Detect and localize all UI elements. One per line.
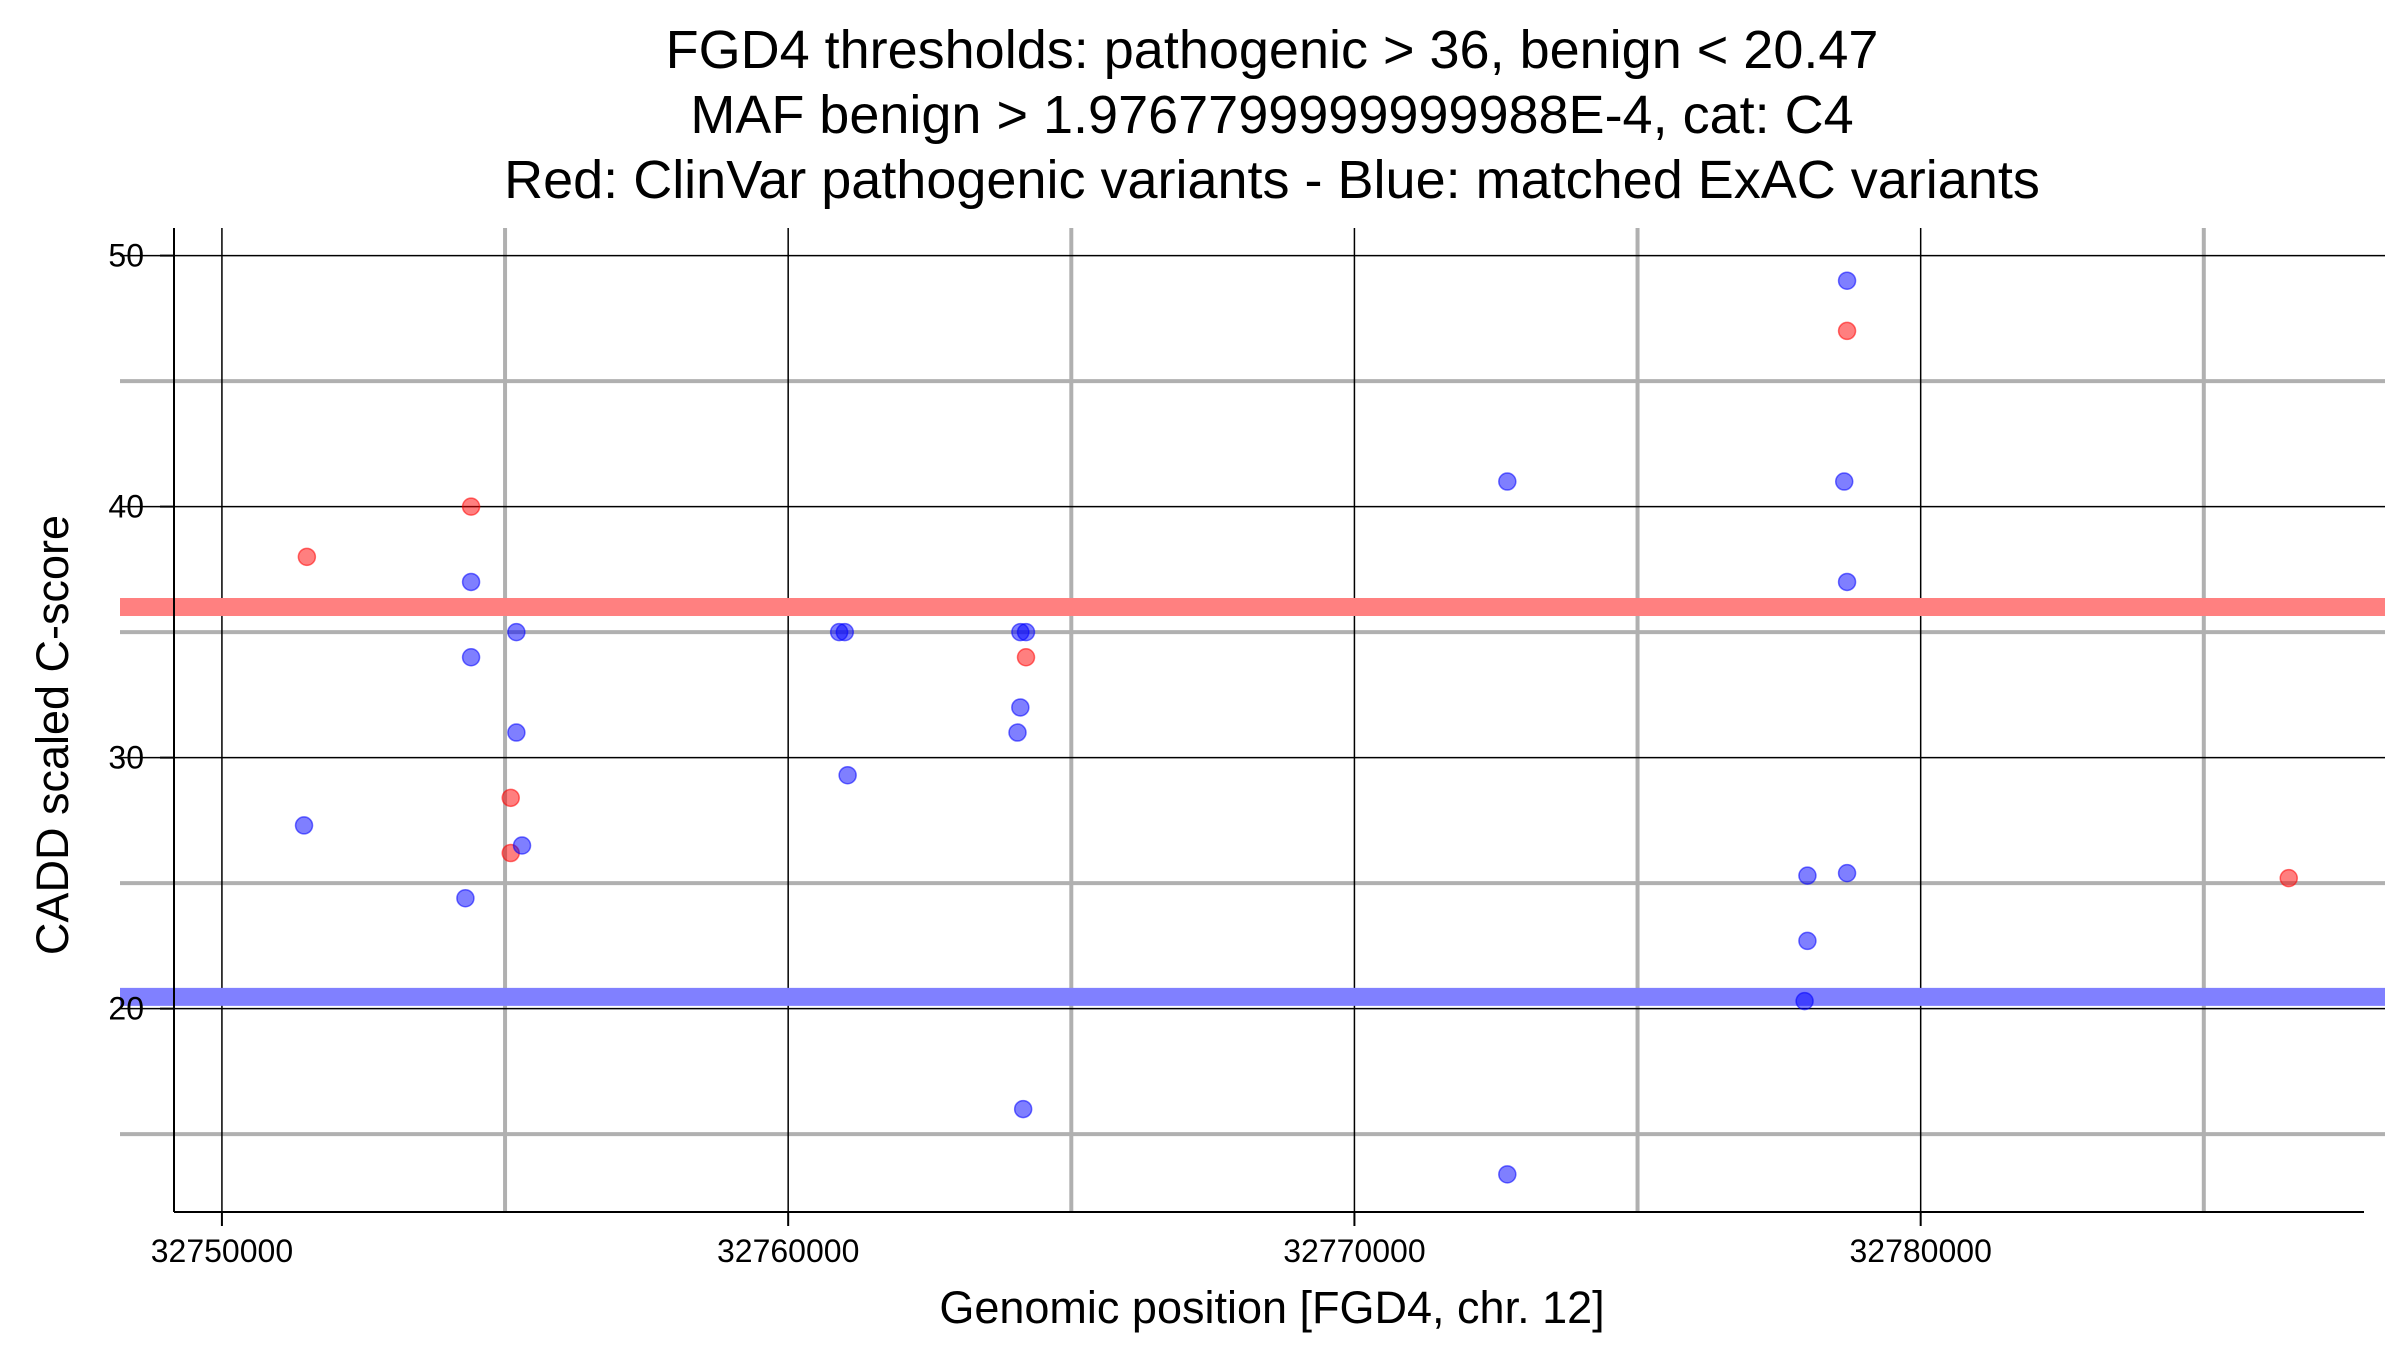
x-tick-label: 32760000: [717, 1233, 859, 1269]
clinvar-pathogenic-point: [1016, 647, 1036, 667]
exac-matched-point: [1795, 991, 1814, 1011]
exac-matched-point: [838, 765, 857, 785]
exac-matched-point: [1011, 698, 1030, 717]
grid-layer: [120, 228, 2385, 1212]
clinvar-pathogenic-point: [1837, 321, 1857, 341]
x-axis-label: Genomic position [FGD4, chr. 12]: [939, 1282, 1604, 1333]
exac-matched-point: [507, 622, 526, 642]
x-tick-label: 32780000: [1849, 1233, 1991, 1269]
clinvar-pathogenic-point: [2279, 868, 2298, 888]
clinvar-pathogenic-point: [297, 547, 317, 567]
exac-matched-point: [456, 888, 475, 908]
exac-matched-point: [1016, 622, 1036, 642]
exac-matched-point: [461, 647, 481, 667]
chart-title-line-2: MAF benign > 1.9767799999999988E-4, cat:…: [690, 85, 1853, 145]
exac-matched-point: [461, 572, 481, 592]
exac-matched-point: [294, 816, 314, 835]
exac-matched-point: [1837, 863, 1857, 883]
exac-matched-point: [1798, 866, 1817, 885]
y-tick-label: 30: [108, 740, 144, 776]
clinvar-pathogenic-point: [461, 497, 481, 516]
exac-matched-point: [1013, 1099, 1033, 1119]
exac-matched-point: [1837, 271, 1857, 290]
x-tick-label: 32770000: [1283, 1233, 1425, 1269]
exac-matched-point: [1498, 1165, 1517, 1184]
x-tick-label: 32750000: [151, 1233, 293, 1269]
exac-matched-point: [1834, 472, 1854, 491]
exac-matched-point: [507, 723, 526, 742]
exac-matched-point: [1008, 723, 1027, 742]
y-axis-label: CADD scaled C-score: [27, 515, 78, 955]
y-tick-label: 50: [108, 238, 144, 274]
chart-title-line-3: Red: ClinVar pathogenic variants - Blue:…: [504, 150, 2040, 210]
axes-layer: 20 30 40 50 32750000 32760000 32770000 32780000: [108, 228, 2364, 1269]
exac-matched-point: [1837, 572, 1857, 592]
clinvar-pathogenic-point: [501, 788, 520, 808]
exac-matched-point: [1798, 931, 1817, 951]
y-tick-label: 20: [108, 991, 144, 1027]
points-layer: [294, 271, 2298, 1184]
exac-matched-point: [835, 622, 855, 642]
exac-matched-point: [512, 836, 532, 855]
exac-matched-point: [1498, 472, 1517, 491]
chart-title-line-1: FGD4 thresholds: pathogenic > 36, benign…: [666, 20, 1879, 80]
y-tick-label: 40: [108, 489, 144, 525]
threshold-layer: [120, 598, 2385, 1006]
